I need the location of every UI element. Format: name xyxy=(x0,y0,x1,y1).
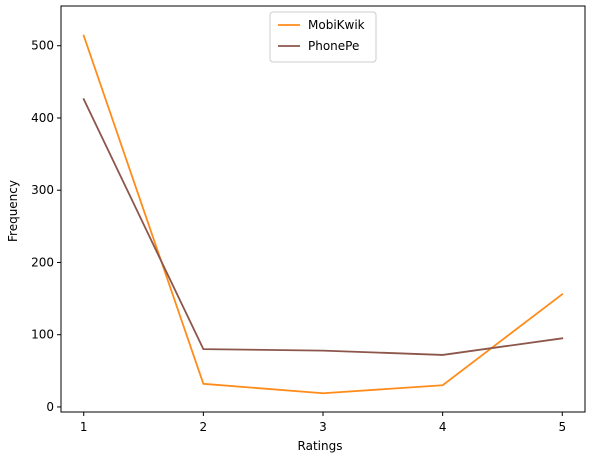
y-axis-ticks: 0 100 200 300 400 500 xyxy=(31,39,61,414)
series-line-phonepe xyxy=(82,97,564,356)
y-axis-label: Frequency xyxy=(6,180,20,242)
x-tick-label: 4 xyxy=(439,420,447,434)
x-axis-ticks: 1 2 3 4 5 xyxy=(80,412,566,434)
y-tick-label: 400 xyxy=(31,111,54,125)
x-tick-label: 2 xyxy=(200,420,208,434)
legend-label-mobikwik: MobiKwik xyxy=(308,18,365,32)
x-tick-label: 3 xyxy=(319,420,327,434)
y-tick-label: 100 xyxy=(31,328,54,342)
x-axis-label: Ratings xyxy=(298,439,343,453)
y-tick-label: 0 xyxy=(46,400,54,414)
y-tick-label: 200 xyxy=(31,255,54,269)
y-tick-label: 500 xyxy=(31,39,54,53)
series-layer xyxy=(82,34,564,395)
x-tick-label: 5 xyxy=(558,420,566,434)
y-tick-label: 300 xyxy=(31,183,54,197)
legend: MobiKwik PhonePe xyxy=(269,11,377,63)
legend-label-phonepe: PhonePe xyxy=(308,39,359,53)
x-tick-label: 1 xyxy=(80,420,88,434)
